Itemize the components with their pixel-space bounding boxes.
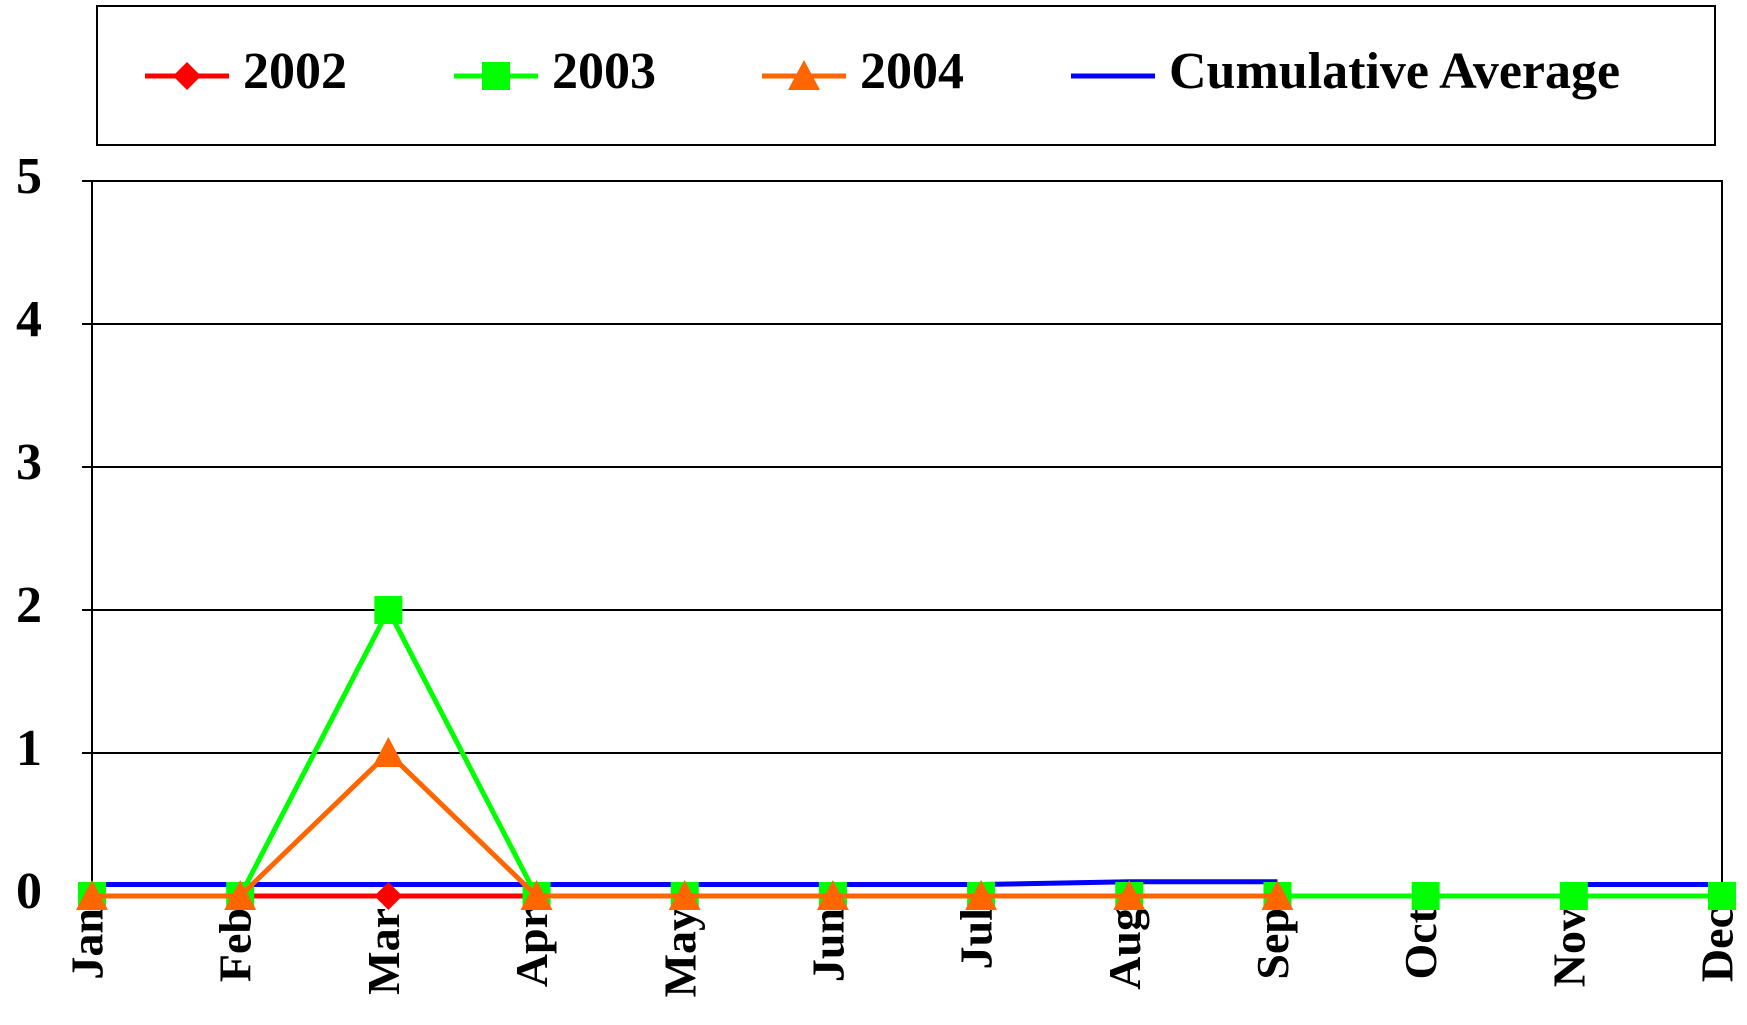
marker <box>482 62 510 90</box>
marker <box>668 880 701 910</box>
y-tick-label: 5 <box>16 148 42 205</box>
marker <box>1559 882 1588 910</box>
marker <box>965 880 998 910</box>
x-tick-label: Aug <box>1099 908 1150 990</box>
x-tick-label: Oct <box>1395 907 1446 979</box>
x-tick-label: Jul <box>951 908 1002 969</box>
plot-frame <box>91 180 1723 897</box>
marker <box>374 596 403 624</box>
y-tick-label: 2 <box>16 577 42 634</box>
legend-label: Cumulative Average <box>1169 43 1620 100</box>
x-tick-label: Jun <box>802 908 853 982</box>
marker <box>1113 880 1146 910</box>
marker <box>1261 880 1294 910</box>
y-tick-label: 3 <box>16 434 42 491</box>
x-tick-label: Apr <box>506 908 557 987</box>
y-tick-label: 0 <box>16 863 42 920</box>
x-tick-label: Feb <box>210 908 261 982</box>
marker <box>173 62 201 90</box>
legend-label: 2004 <box>860 43 964 100</box>
legend-box <box>96 5 1716 146</box>
marker <box>224 880 257 910</box>
x-tick-label: May <box>654 908 705 997</box>
series-line <box>92 749 1278 899</box>
series-line <box>92 879 1722 888</box>
y-tick-label: 4 <box>16 291 42 348</box>
marker <box>816 880 849 910</box>
x-tick-label: Nov <box>1543 908 1594 987</box>
marker <box>788 60 820 90</box>
x-tick-label: Mar <box>358 908 409 995</box>
marker <box>374 882 403 910</box>
y-tick-label: 1 <box>16 720 42 777</box>
marker <box>76 880 108 910</box>
x-tick-label: Dec <box>1692 908 1743 982</box>
x-tick-label: Sep <box>1247 908 1298 980</box>
marker <box>520 880 553 910</box>
x-tick-label: Jan <box>62 908 113 980</box>
legend-label: 2002 <box>243 43 347 100</box>
marker <box>372 737 405 767</box>
marker <box>1411 882 1440 910</box>
marker <box>1708 882 1736 910</box>
legend-label: 2003 <box>552 43 656 100</box>
